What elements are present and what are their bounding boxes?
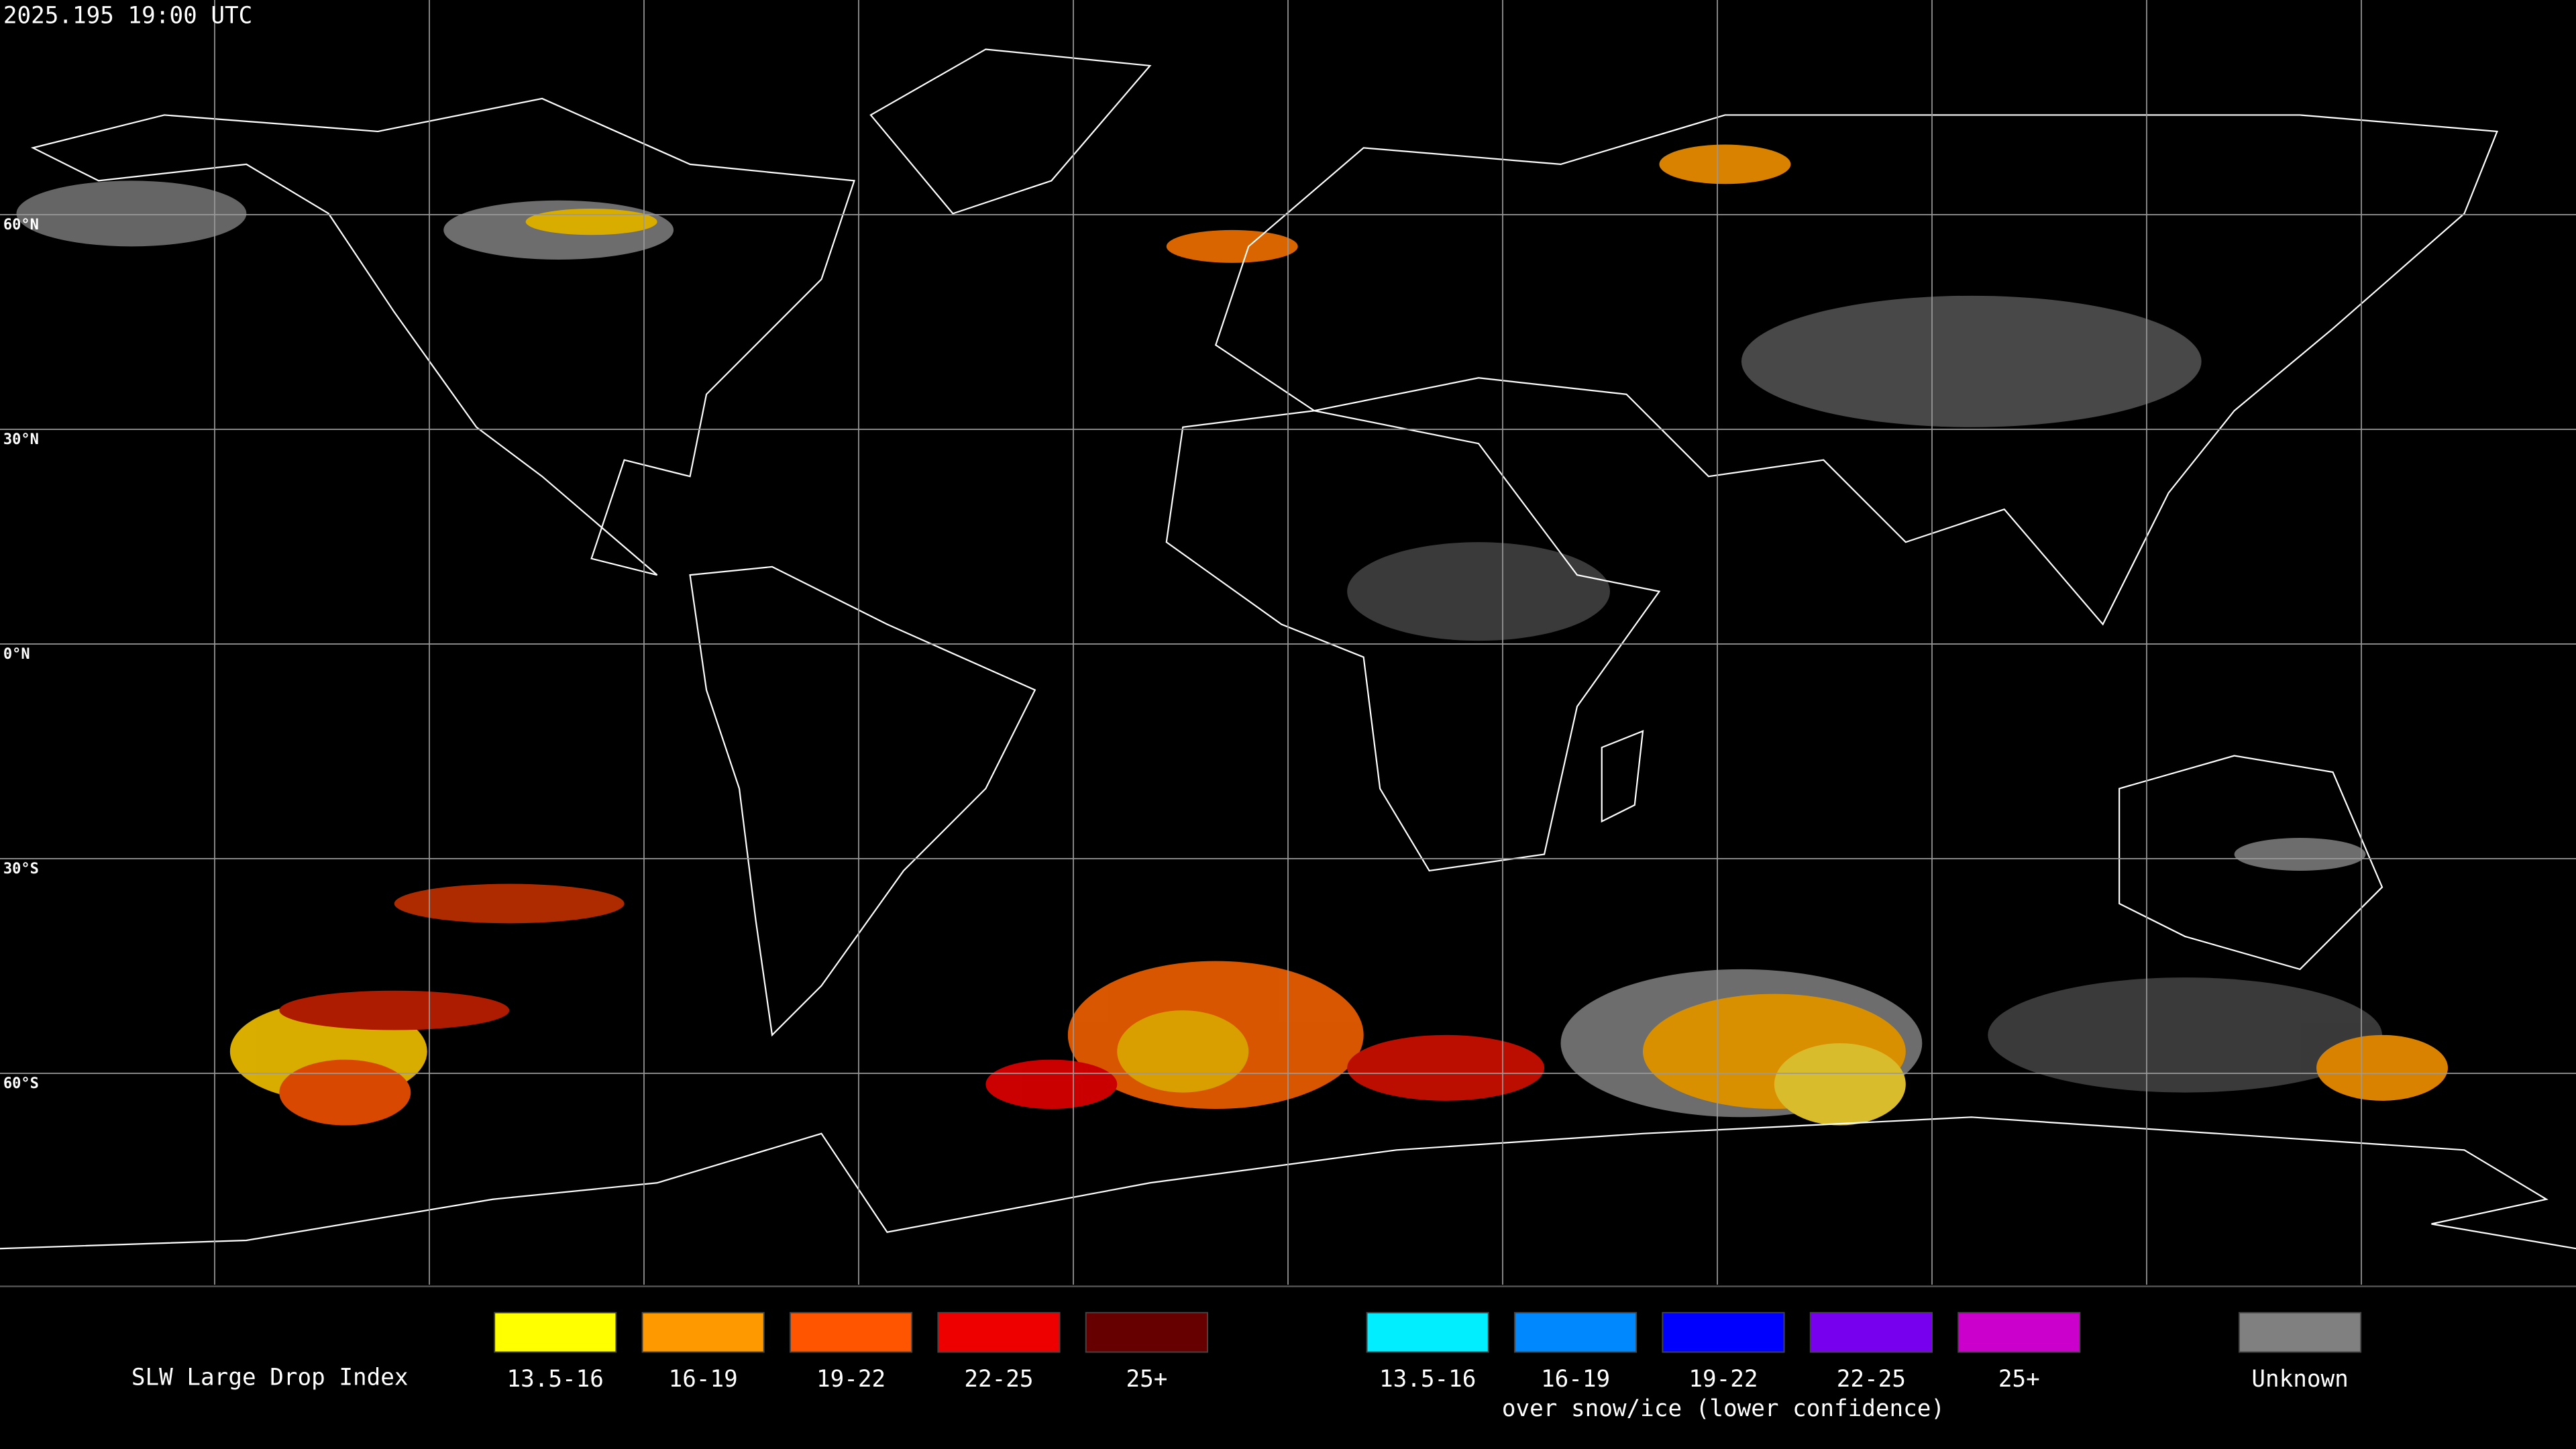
cloud-area bbox=[2316, 1034, 2448, 1101]
legend-swatch bbox=[1513, 1311, 1638, 1353]
legend-title: SLW Large Drop Index bbox=[131, 1364, 409, 1391]
cloud-area bbox=[16, 180, 247, 247]
coastlines bbox=[0, 48, 2576, 1250]
snow-caption: over snow/ice (lower confidence) bbox=[1502, 1395, 1945, 1422]
legend-swatch bbox=[1809, 1311, 1933, 1353]
cloud-area bbox=[1741, 295, 2202, 427]
latitude-label: 30°N bbox=[3, 431, 39, 448]
coastline bbox=[689, 566, 1036, 1037]
legend-swatch bbox=[937, 1311, 1061, 1353]
legend-swatch bbox=[1662, 1311, 1785, 1353]
legend-label: 25+ bbox=[1126, 1366, 1167, 1393]
cloud-area bbox=[279, 1059, 411, 1126]
legend-label: 16-19 bbox=[669, 1366, 738, 1393]
legend-label: Unknown bbox=[2251, 1366, 2348, 1393]
legend-label: 19-22 bbox=[816, 1366, 885, 1393]
legend-swatch bbox=[2238, 1311, 2362, 1353]
legend-swatch bbox=[789, 1311, 913, 1353]
cloud-area bbox=[1347, 1034, 1545, 1101]
legend-label: 13.5-16 bbox=[507, 1366, 604, 1393]
coastline bbox=[1601, 730, 1644, 823]
cloud-area bbox=[985, 1059, 1118, 1110]
cloud-area bbox=[1988, 977, 2383, 1093]
cloud-area bbox=[1347, 542, 1610, 641]
legend-label: 19-22 bbox=[1688, 1366, 1758, 1393]
legend-label: 25+ bbox=[1998, 1366, 2040, 1393]
latitude-labels: 60°N 30°N 0°N 30°S 60°S bbox=[3, 217, 39, 1092]
coastline bbox=[2118, 755, 2383, 971]
coastline bbox=[1165, 410, 1661, 872]
latitude-label: 60°N bbox=[3, 217, 39, 233]
legend-swatch bbox=[1085, 1311, 1208, 1353]
cloud-area bbox=[279, 990, 510, 1030]
coastline bbox=[869, 48, 1152, 215]
coastline bbox=[30, 97, 855, 576]
legend: 13.5-16 16-19 19-22 22-25 25+ 13.5-16 16-19 19-… bbox=[494, 1311, 2362, 1393]
legend-panel bbox=[0, 1286, 2576, 1449]
coastline bbox=[0, 1116, 2576, 1250]
latitude-label: 60°S bbox=[3, 1075, 39, 1092]
legend-swatch bbox=[641, 1311, 765, 1353]
latitude-label: 30°S bbox=[3, 861, 39, 877]
cloud-area bbox=[394, 883, 625, 924]
legend-label: 13.5-16 bbox=[1379, 1366, 1476, 1393]
legend-label: 22-25 bbox=[1837, 1366, 1906, 1393]
legend-label: 22-25 bbox=[964, 1366, 1033, 1393]
legend-label: 16-19 bbox=[1541, 1366, 1610, 1393]
cloud-area bbox=[1774, 1043, 1906, 1126]
legend-swatch bbox=[494, 1311, 617, 1353]
legend-swatch bbox=[1957, 1311, 2081, 1353]
cloud-area bbox=[2234, 837, 2366, 871]
coastline bbox=[1214, 114, 2499, 626]
latitude-label: 0°N bbox=[3, 646, 30, 663]
cloud-area bbox=[1166, 229, 1298, 263]
graticule bbox=[0, 0, 2576, 1285]
cloud-area bbox=[1117, 1010, 1249, 1093]
cloud-area bbox=[1659, 144, 1791, 184]
cloud-area bbox=[525, 209, 657, 235]
cloud-features bbox=[16, 144, 2448, 1126]
legend-swatch bbox=[1366, 1311, 1489, 1353]
timestamp: 2025.195 19:00 UTC bbox=[3, 2, 252, 29]
